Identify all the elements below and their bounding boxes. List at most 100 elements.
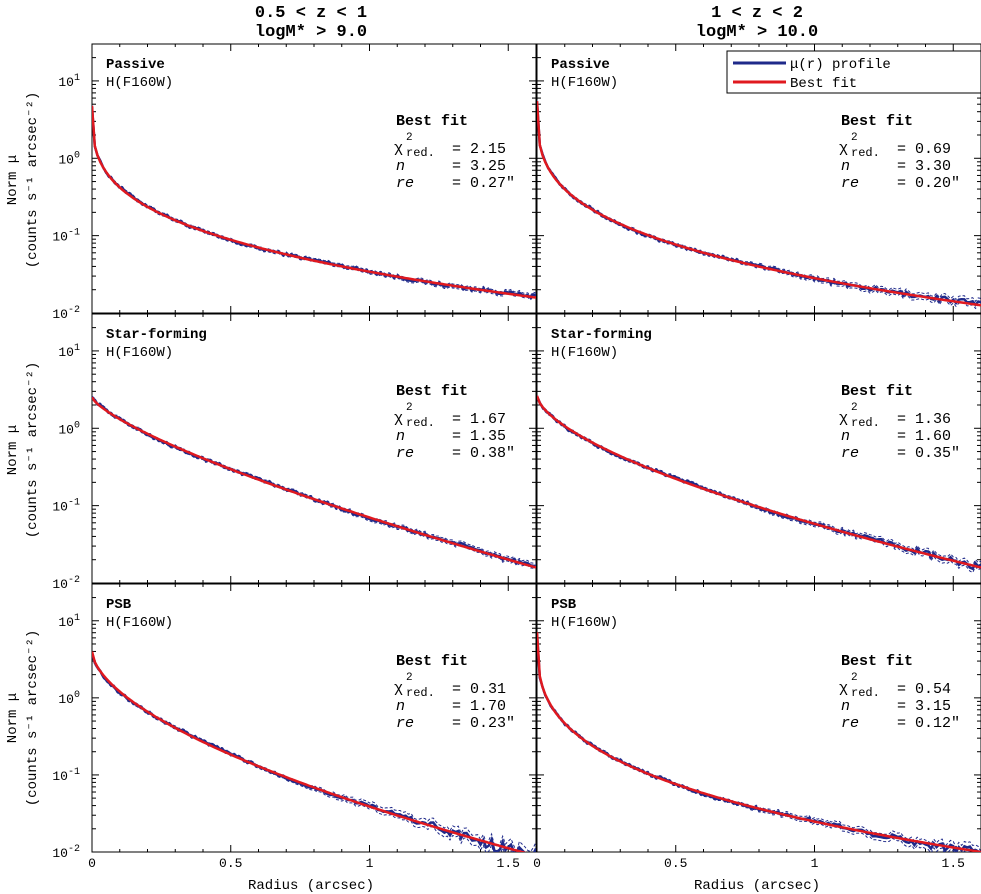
- column-title-left-line1: 0.5 < z < 1: [255, 4, 367, 23]
- legend-box: [726, 50, 981, 94]
- chi2-symbol: χ: [839, 410, 848, 427]
- re-symbol: re: [841, 445, 859, 462]
- y-tick-label: 10-1: [52, 228, 80, 245]
- y-tick-label: 100: [58, 420, 80, 437]
- y-axis-label-line2: (counts s⁻¹ arcsec⁻²): [25, 630, 41, 806]
- panel: Passive H(F160W) Best fit χ2 red. = 0.69 n = 3.…: [536, 43, 981, 314]
- y-tick-exponent: -2: [68, 575, 80, 586]
- profile-line: [537, 634, 980, 852]
- y-tick-label: 101: [58, 343, 80, 360]
- chi2-value: = 0.54: [897, 681, 951, 698]
- y-tick-base: 10: [52, 500, 68, 515]
- column-title-left-line2: logM* > 9.0: [255, 23, 367, 42]
- best-fit-line: [537, 100, 981, 307]
- panel-class-label: Passive: [551, 57, 610, 73]
- chi2-symbol: χ: [839, 140, 848, 157]
- n-symbol: n: [396, 698, 405, 715]
- n-value: = 1.70: [452, 698, 506, 715]
- y-tick-base: 10: [52, 307, 68, 322]
- x-axis-label-right: Radius (arcsec): [694, 878, 820, 894]
- chi2-subscript: red.: [851, 686, 880, 700]
- x-tick-label: 1: [366, 856, 374, 871]
- y-tick-exponent: -1: [68, 767, 80, 778]
- chi2-superscript: 2: [851, 672, 858, 684]
- n-symbol: n: [396, 428, 405, 445]
- re-value: = 0.12": [897, 715, 960, 732]
- n-symbol: n: [841, 698, 850, 715]
- y-tick-base: 10: [52, 577, 68, 592]
- profile-upper-error: [92, 651, 536, 852]
- panel-filter-label: H(F160W): [106, 615, 173, 631]
- n-symbol: n: [841, 158, 850, 175]
- best-fit-line: [92, 105, 536, 299]
- y-axis-label-row2: Norm μ (counts s⁻¹ arcsec⁻²): [5, 362, 41, 538]
- profile-lower-error: [92, 108, 536, 301]
- panel-class-label: PSB: [551, 597, 577, 613]
- fit-header: Best fit: [841, 653, 913, 670]
- y-tick-base: 10: [52, 846, 68, 861]
- panel-curves: [537, 99, 981, 310]
- y-tick-label: 101: [58, 613, 80, 630]
- best-fit-line: [92, 396, 536, 569]
- n-value: = 1.60: [897, 428, 951, 445]
- x-tick-label: 1: [811, 856, 819, 871]
- chi2-subscript: red.: [851, 146, 880, 160]
- column-title-right-line1: 1 < z < 2: [711, 4, 803, 23]
- y-tick-exponent: 0: [74, 420, 80, 431]
- x-tick-label: 0: [533, 856, 541, 871]
- chi2-superscript: 2: [851, 402, 858, 414]
- profile-lower-error: [92, 654, 513, 852]
- y-tick-exponent: -1: [68, 498, 80, 509]
- re-value: = 0.38": [452, 445, 515, 462]
- chi2-subscript: red.: [406, 686, 435, 700]
- chi2-value: = 1.36: [897, 411, 951, 428]
- best-fit-line: [537, 395, 981, 569]
- y-tick-base: 10: [58, 615, 74, 630]
- y-tick-label: 10-1: [52, 767, 80, 784]
- fit-header: Best fit: [396, 383, 468, 400]
- profile-lower-error: [92, 398, 536, 569]
- panel-filter-label: H(F160W): [106, 75, 173, 91]
- y-tick-label: 10-1: [52, 498, 80, 515]
- re-symbol: re: [841, 175, 859, 192]
- profile-upper-error: [537, 99, 981, 303]
- y-axis-label-line1: Norm μ: [5, 693, 21, 743]
- column-title-right-line2: logM* > 10.0: [696, 23, 818, 42]
- chi2-value: = 0.69: [897, 141, 951, 158]
- y-tick-exponent: 0: [74, 150, 80, 161]
- panel-filter-label: H(F160W): [106, 345, 173, 361]
- chi2-value: = 2.15: [452, 141, 506, 158]
- profile-lower-error: [537, 635, 971, 852]
- y-tick-base: 10: [58, 422, 74, 437]
- y-tick-label: 100: [58, 150, 80, 167]
- x-tick-label: 0: [88, 856, 96, 871]
- x-tick-label: 0.5: [219, 856, 242, 871]
- x-tick-label: 1.5: [497, 856, 520, 871]
- re-symbol: re: [841, 715, 859, 732]
- y-tick-base: 10: [58, 692, 74, 707]
- panel-filter-label: H(F160W): [551, 615, 618, 631]
- chi2-symbol: χ: [394, 410, 403, 427]
- fit-header: Best fit: [841, 113, 913, 130]
- x-axis-label-left: Radius (arcsec): [248, 878, 374, 894]
- x-tick-label: 1.5: [942, 856, 965, 871]
- y-tick-exponent: 0: [74, 690, 80, 701]
- chi2-subscript: red.: [406, 416, 435, 430]
- n-symbol: n: [841, 428, 850, 445]
- re-value: = 0.20": [897, 175, 960, 192]
- panel-class-label: Star-forming: [106, 327, 207, 343]
- fit-header: Best fit: [396, 113, 468, 130]
- chi2-symbol: χ: [839, 680, 848, 697]
- fit-header: Best fit: [396, 653, 468, 670]
- y-tick-exponent: -2: [68, 844, 80, 855]
- profile-lower-error: [537, 103, 981, 310]
- y-axis-label-row1: Norm μ (counts s⁻¹ arcsec⁻²): [5, 92, 41, 268]
- panel: 0 0.5 1 1.5 PSB H(F160W) Best fit χ2 red. = 0.54 n…: [533, 583, 981, 871]
- y-axis-label-line1: Norm μ: [5, 425, 21, 475]
- chi2-symbol: χ: [394, 680, 403, 697]
- fit-header: Best fit: [841, 383, 913, 400]
- panel-class-label: Passive: [106, 57, 165, 73]
